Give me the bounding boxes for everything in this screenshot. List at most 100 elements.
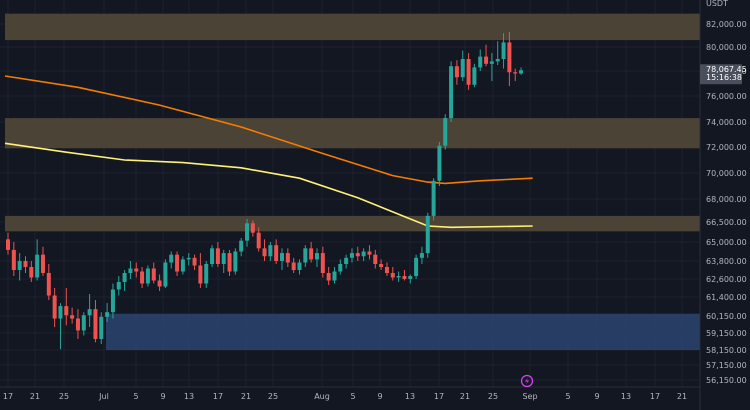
candle <box>519 67 524 75</box>
candle <box>437 142 442 186</box>
candle <box>460 50 465 81</box>
candle <box>280 248 285 270</box>
time-tick-label: Jul <box>98 392 109 401</box>
price-tick-label: 58,150.00 <box>706 346 747 355</box>
resistance-zone <box>5 13 700 41</box>
price-tick-label: 72,000.00 <box>706 143 747 152</box>
time-tick-label: 5 <box>350 392 355 401</box>
candle <box>116 276 121 296</box>
candle <box>11 242 16 276</box>
time-tick-label: Sep <box>522 392 537 401</box>
candle <box>29 261 34 282</box>
candle <box>6 232 10 255</box>
candle <box>355 246 360 261</box>
candle <box>221 249 226 273</box>
candle <box>349 248 354 263</box>
candle <box>75 309 80 339</box>
candle <box>489 53 494 81</box>
candle <box>128 261 133 279</box>
candles-layer <box>6 32 524 350</box>
time-tick-label: 9 <box>377 392 382 401</box>
price-tick-label: 59,150.00 <box>706 329 747 338</box>
candle <box>151 262 156 284</box>
moving-averages-layer <box>4 75 533 229</box>
price-tick-label: 66,500.00 <box>706 218 747 227</box>
candle <box>332 267 337 284</box>
candle <box>338 259 343 275</box>
candle <box>186 253 191 266</box>
candle <box>384 262 389 276</box>
candle <box>204 261 209 288</box>
candle <box>303 245 308 267</box>
candle <box>268 242 273 261</box>
candle <box>449 61 454 122</box>
time-tick-label: 9 <box>160 392 165 401</box>
ma-orange-line <box>4 75 533 185</box>
time-tick-label: 17 <box>434 392 444 401</box>
price-tag-background <box>700 64 742 85</box>
candle <box>291 257 296 273</box>
candle <box>402 270 407 281</box>
candle <box>180 256 185 275</box>
price-tick-label: 76,000.00 <box>706 92 747 101</box>
price-tick-label: 82,000.00 <box>706 20 747 29</box>
time-tick-label: 17 <box>213 392 223 401</box>
price-axis[interactable]: 82,000.0080,000.0078,000.0076,000.0074,0… <box>706 20 747 385</box>
bar-countdown: 15:16:38 <box>706 73 742 82</box>
candle <box>250 220 255 237</box>
candle <box>361 248 366 261</box>
time-tick-label: 21 <box>460 392 470 401</box>
candle <box>169 251 174 269</box>
candle <box>472 63 477 88</box>
middle-zone <box>5 118 700 149</box>
price-tick-label: 70,000.00 <box>706 169 747 178</box>
price-tick-label: 62,600.00 <box>706 275 747 284</box>
candle <box>297 259 302 275</box>
candle <box>326 267 331 285</box>
candle <box>192 254 197 270</box>
time-tick-label: 13 <box>184 392 194 401</box>
candle <box>46 264 51 301</box>
candle <box>466 53 471 90</box>
time-tick-label: 25 <box>59 392 69 401</box>
time-tick-label: 21 <box>241 392 251 401</box>
candle <box>408 274 413 284</box>
time-tick-label: 13 <box>621 392 631 401</box>
replay-icon[interactable] <box>520 374 534 388</box>
candle <box>145 265 150 287</box>
time-axis[interactable]: 17 21 25 Jul 5 9 13 17 21 25 Aug 5 9 13 17 21 25 Sep 5 9 13 1… <box>3 392 687 401</box>
currency-label: USDT <box>706 0 728 8</box>
candle <box>379 259 384 270</box>
candle <box>58 303 63 350</box>
candle <box>105 303 110 322</box>
time-tick-label: 5 <box>133 392 138 401</box>
current-price-tag: 78,067.45 15:16:38 <box>700 64 747 85</box>
candle <box>454 60 459 85</box>
candle <box>478 49 483 71</box>
candle <box>256 227 261 252</box>
candle <box>227 249 232 276</box>
time-tick-label: 5 <box>565 392 570 401</box>
candle <box>425 212 430 258</box>
candle <box>245 218 250 247</box>
price-tick-label: 61,400.00 <box>706 293 747 302</box>
candle <box>431 178 436 221</box>
time-tick-label: 21 <box>677 392 687 401</box>
candle <box>274 239 279 264</box>
candle <box>215 242 220 267</box>
time-tick-label: 9 <box>594 392 599 401</box>
time-tick-label: 17 <box>650 392 660 401</box>
candle <box>52 288 57 328</box>
candle <box>175 251 180 276</box>
candle <box>163 259 168 288</box>
candle <box>99 312 104 345</box>
candle <box>396 271 401 282</box>
candle <box>40 246 45 276</box>
price-tick-label: 60,150.00 <box>706 312 747 321</box>
time-tick-label: 17 <box>3 392 13 401</box>
price-tick-label: 57,150.00 <box>706 361 747 370</box>
candle <box>419 246 424 264</box>
price-tick-label: 63,800.00 <box>706 257 747 266</box>
candle <box>239 238 244 257</box>
